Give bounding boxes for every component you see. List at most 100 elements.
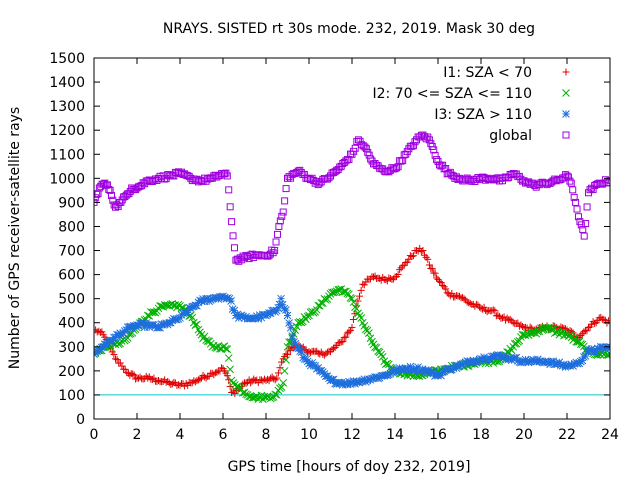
data-point-density [160,300,169,309]
data-point-density [340,334,348,342]
y-tick-label: 1500 [49,51,85,67]
data-point-density [454,292,462,300]
data-point-density [132,375,140,383]
data-point-density [442,165,450,173]
data-point-density [507,346,516,355]
data-point-density [183,308,192,317]
data-point-density [342,333,350,341]
data-point-density [394,271,402,279]
data-point-density [272,238,280,246]
data-point-density [526,328,534,337]
data-point-density [285,319,293,327]
data-point-density [142,372,150,380]
data-point-density [558,324,566,332]
data-point-density [196,375,204,383]
data-point-density [409,142,417,150]
data-point-density [282,185,290,193]
x-tick-label: 0 [90,427,99,443]
series-star [94,292,610,389]
data-point-density [377,276,385,284]
y-tick-label: 500 [58,292,85,308]
y-tick-label: 400 [58,316,85,332]
data-point-density [194,376,202,384]
legend-label: global [489,128,532,144]
data-point-density [173,381,181,389]
data-point-density [282,356,290,364]
data-point-density [334,285,343,294]
x-tick-label: 16 [429,427,447,443]
data-point-density [125,190,133,198]
data-point-density [311,348,319,356]
data-point-density [162,301,171,310]
data-point-density [378,352,387,361]
data-point-density [291,339,300,348]
data-point-density [271,376,279,384]
data-point [165,379,173,387]
data-point-density [574,213,582,221]
data-point [277,294,285,303]
data-point-density [103,181,111,189]
data-point-density [566,177,574,185]
data-point-density [222,369,230,377]
data-point-density [276,364,284,372]
data-point-density [431,269,439,277]
data-point-density [500,313,508,321]
data-point-density [257,376,265,384]
data-point-density [385,274,393,282]
data-point-density [543,324,551,332]
data-marks-layer [94,131,610,404]
data-point-density [604,343,610,352]
data-point-density [399,262,407,270]
data-point [283,311,292,320]
data-point-density [346,326,354,334]
y-tick-label: 900 [58,195,85,211]
data-point-density [116,359,124,367]
data-point-density [439,281,447,289]
legend-marker [562,131,570,139]
data-point-density [94,190,102,198]
data-point-density [517,321,525,329]
data-point-density [226,365,235,374]
data-point-density [589,318,597,326]
data-point-density [277,383,286,391]
data-point [228,218,236,226]
data-point-density [193,301,201,310]
data-point-density [288,332,297,340]
data-point [155,376,162,384]
data-point [279,208,287,216]
data-point-density [451,293,459,301]
data-point-density [107,343,115,352]
data-point-density [507,356,516,365]
data-point-density [109,196,117,204]
legend: I1: SZA < 70 I2: 70 <= SZA <= 110 I3: SZA … [372,65,570,144]
data-point-density [591,319,599,327]
data-point-density [225,186,233,194]
data-point-density [278,212,286,220]
data-point-density [307,349,315,357]
data-point-density [345,328,353,336]
data-point-density [130,371,138,379]
chart-title: NRAYS. SISTED rt 30s mode. 232, 2019. Ma… [163,21,535,37]
data-point-density [400,261,408,269]
data-point-density [174,315,183,323]
data-point-density [465,299,473,307]
data-point-density [274,369,282,377]
data-point-density [323,175,331,183]
data-point-density [579,225,587,233]
data-point-density [430,146,438,154]
data-point-density [483,308,491,316]
data-point-density [213,368,221,376]
legend-marker [562,68,570,76]
series-plus [94,244,610,397]
data-point-density [422,135,430,143]
data-point-density [424,255,432,263]
data-point-density [174,381,182,389]
x-tick-label: 8 [262,427,271,443]
x-tick-label: 4 [176,427,185,443]
data-point-density [448,289,456,297]
data-point-density [270,375,278,383]
data-point-density [99,331,107,339]
data-point-density [368,273,376,281]
data-point-density [269,249,277,257]
data-point-density [271,390,280,399]
